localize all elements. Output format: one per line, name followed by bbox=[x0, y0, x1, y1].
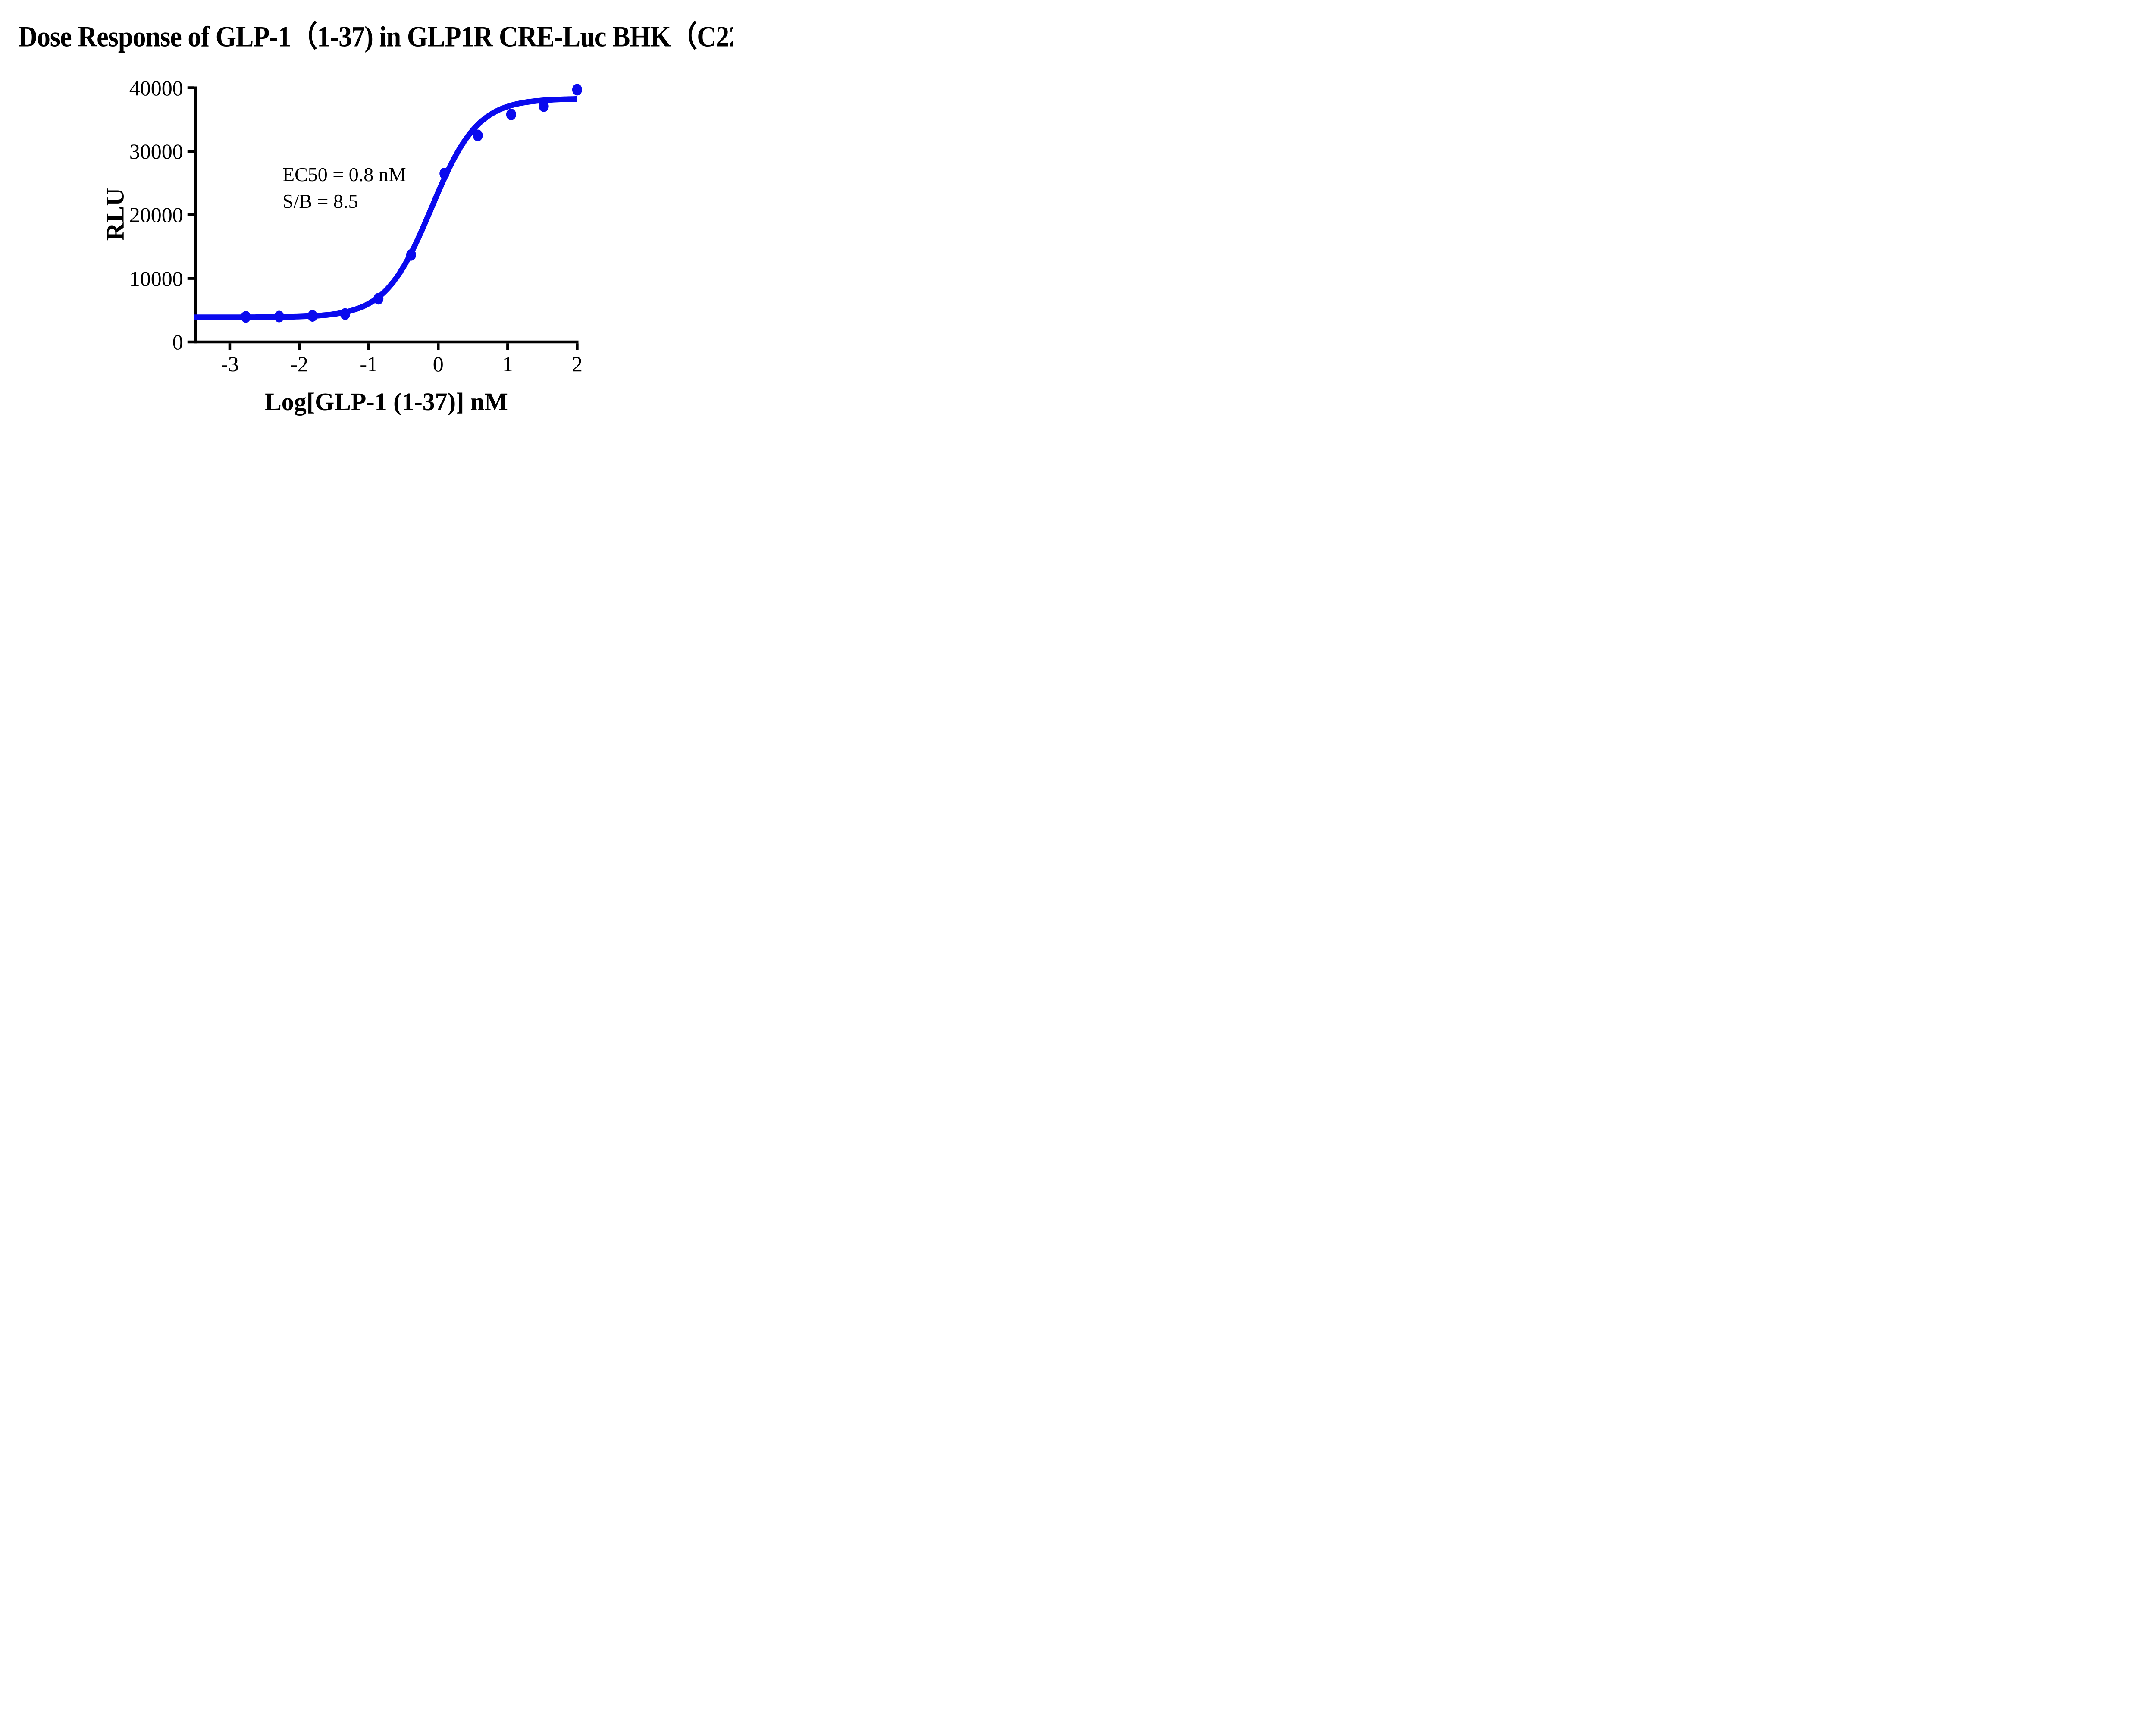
data-point bbox=[539, 100, 549, 112]
data-point bbox=[572, 84, 582, 96]
y-tick-label: 40000 bbox=[129, 75, 183, 100]
ec50-annotation: EC50 = 0.8 nM bbox=[282, 163, 406, 185]
dose-response-figure: Dose Response of GLP-1（1-37) in GLP1R CR… bbox=[0, 0, 733, 428]
data-point bbox=[406, 249, 416, 261]
data-point bbox=[473, 129, 483, 141]
y-tick-label: 20000 bbox=[129, 203, 183, 227]
x-tick-label: 2 bbox=[571, 352, 583, 376]
x-tick-label: -3 bbox=[221, 352, 239, 376]
signal-to-background-annotation: S/B = 8.5 bbox=[282, 190, 358, 212]
chart-title: Dose Response of GLP-1（1-37) in GLP1R CR… bbox=[18, 20, 733, 53]
fit-annotation: EC50 = 0.8 nM S/B = 8.5 bbox=[282, 161, 406, 215]
data-point bbox=[506, 108, 516, 120]
y-tick-label: 10000 bbox=[129, 266, 183, 291]
data-point bbox=[340, 308, 350, 320]
data-points bbox=[241, 84, 582, 323]
x-axis-title: Log[GLP-1 (1-37)] nM bbox=[265, 388, 508, 416]
data-point bbox=[373, 293, 384, 305]
data-point bbox=[274, 310, 284, 323]
x-tick-label: -2 bbox=[290, 352, 308, 376]
y-tick-label: 30000 bbox=[129, 139, 183, 163]
x-tick-label: 1 bbox=[502, 352, 513, 376]
data-point bbox=[307, 310, 318, 322]
data-point bbox=[439, 167, 450, 179]
y-tick-label: 0 bbox=[172, 330, 183, 354]
dose-response-plot bbox=[187, 84, 582, 350]
x-tick-label: -1 bbox=[360, 352, 378, 376]
fit-curve bbox=[192, 96, 579, 320]
data-point bbox=[241, 311, 251, 323]
x-tick-label: 0 bbox=[432, 352, 444, 376]
